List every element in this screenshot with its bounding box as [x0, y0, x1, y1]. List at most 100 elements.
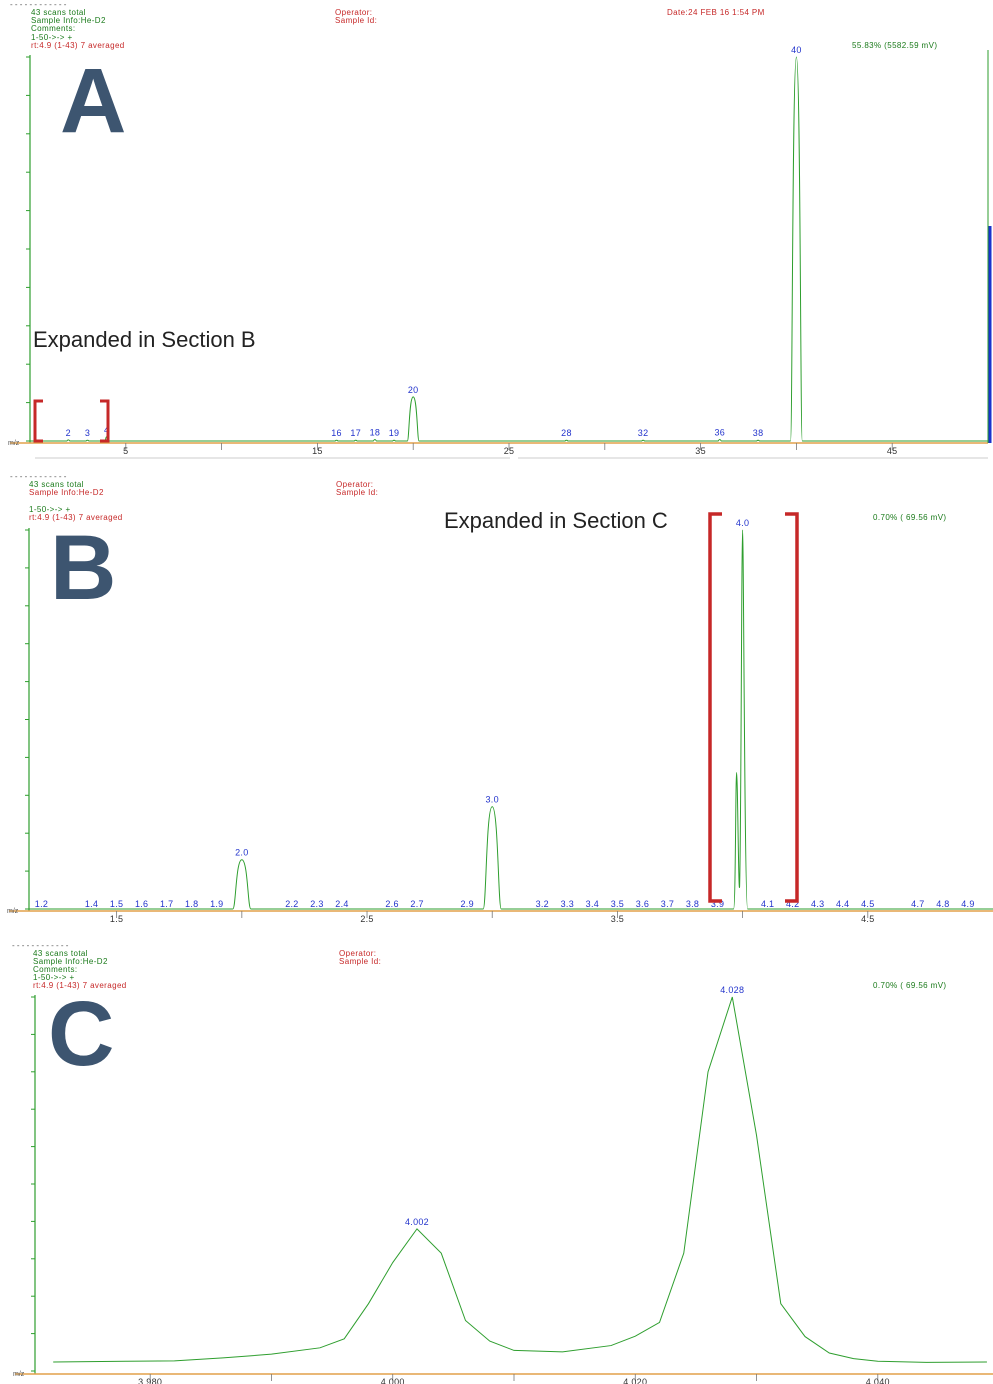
peak-label: 32 — [638, 428, 649, 438]
expansion-bracket-right — [785, 512, 799, 903]
x-tick-label: 4.000 — [381, 1377, 405, 1384]
panel-c: - - - - - - - - - - - - 43 scans total S… — [0, 938, 993, 1384]
peak-label: 3.0 — [486, 795, 499, 805]
peak-label: 4.0 — [736, 518, 749, 528]
peak-label: 4.5 — [861, 899, 874, 909]
spectrum-trace — [29, 529, 993, 910]
peak-label: 1.4 — [85, 899, 98, 909]
expansion-bracket-left — [33, 399, 43, 443]
scans-total: 43 scans total — [31, 8, 86, 17]
peak-label: 3.5 — [611, 899, 624, 909]
date-label: Date:24 FEB 16 1:54 PM — [667, 8, 765, 17]
x-tick-label: 2.5 — [360, 914, 373, 924]
panel-letter: B — [50, 517, 117, 619]
peak-label: 4.8 — [936, 899, 949, 909]
peak-label: 2.7 — [410, 899, 423, 909]
peak-label: 4.4 — [836, 899, 849, 909]
peak-label: 3.2 — [536, 899, 549, 909]
sample-id-label: Sample Id: — [335, 16, 378, 25]
x-tick-label: 15 — [312, 446, 323, 456]
intensity-scale: 0.70% ( 69.56 mV) — [873, 513, 947, 522]
x-tick-label: 1.5 — [110, 914, 123, 924]
peak-label: 4.9 — [961, 899, 974, 909]
sample-info: Sample Info:He-D2 — [33, 957, 108, 966]
peak-label: 4.2 — [786, 899, 799, 909]
peak-label: 2.3 — [310, 899, 323, 909]
callout-label: Expanded in Section C — [444, 508, 668, 533]
rt-averaged: rt:4.9 (1-43) 7 averaged — [29, 513, 123, 522]
x-tick-label: 25 — [504, 446, 515, 456]
peak-label: 2.9 — [460, 899, 473, 909]
scan-range: 1-50->-> + — [29, 505, 71, 514]
peak-label: 3.4 — [586, 899, 599, 909]
chart-b-plot: m/z 1.5 2.5 3.5 4.5 1.2 1.4 1.5 1.6 1.7 1.8 1.9 2.0 2… — [7, 512, 993, 924]
peak-label: 2.0 — [235, 848, 248, 858]
peak-label: 4 — [104, 425, 109, 435]
x-tick-label: 45 — [887, 446, 898, 456]
peak-label: 1.9 — [210, 899, 223, 909]
peak-label: 2.2 — [285, 899, 298, 909]
spectrum-trace — [30, 56, 988, 442]
intensity-scale: 55.83% (5582.59 mV) — [852, 41, 938, 50]
x-tick-label: 3.980 — [138, 1377, 162, 1384]
scan-range: 1-50->-> + — [31, 33, 73, 42]
peak-label: 1.8 — [185, 899, 198, 909]
x-axis-label: m/z — [8, 440, 20, 447]
peak-label: 3.8 — [686, 899, 699, 909]
peak-label: 3 — [85, 428, 90, 438]
panel-letter: A — [60, 50, 127, 152]
peak-label: 2.6 — [385, 899, 398, 909]
scan-range: 1-50->-> + — [33, 973, 75, 982]
peak-label: 17 — [350, 428, 361, 438]
scans-total: 43 scans total — [29, 480, 84, 489]
comments-label: Comments: — [33, 965, 78, 974]
x-tick-label: 35 — [695, 446, 706, 456]
peak-label: 4.7 — [911, 899, 924, 909]
panel-a: - - - - - - - - - - - - 43 scans total S… — [0, 0, 993, 470]
panel-letter: C — [48, 983, 115, 1085]
header-dash: - - - - - - - - - - - - — [12, 941, 69, 950]
peak-label: 19 — [389, 428, 400, 438]
sample-info: Sample Info:He-D2 — [31, 16, 106, 25]
peak-label: 3.6 — [636, 899, 649, 909]
expansion-bracket-left — [708, 512, 722, 903]
sample-info: Sample Info:He-D2 — [29, 488, 104, 497]
peak-label: 1.6 — [135, 899, 148, 909]
x-tick-label: 4.5 — [861, 914, 874, 924]
peak-label: 3.3 — [561, 899, 574, 909]
chart-a-plot: m/z 5 15 25 35 45 2 3 4 16 17 18 19 20 28 32 36 38 40 — [8, 45, 992, 459]
peak-label: 28 — [561, 428, 572, 438]
peak-label: 4.028 — [720, 985, 744, 995]
sample-id-label: Sample Id: — [336, 488, 379, 497]
peak-label: 20 — [408, 385, 419, 395]
peak-label: 4.3 — [811, 899, 824, 909]
peak-label: 1.7 — [160, 899, 173, 909]
peak-label: 16 — [331, 428, 342, 438]
peak-label: 1.5 — [110, 899, 123, 909]
header-dash: - - - - - - - - - - - - — [10, 472, 67, 481]
peak-label: 3.7 — [661, 899, 674, 909]
operator-label: Operator: — [339, 949, 377, 958]
chart-c-plot: m/z 3.980 4.000 4.020 4.040 4.002 4.028 — [13, 985, 993, 1384]
x-tick-label: 4.040 — [866, 1377, 890, 1384]
header-dash: - - - - - - - - - - - - — [10, 0, 67, 9]
peak-label: 2.4 — [335, 899, 348, 909]
expansion-bracket-right — [100, 399, 110, 443]
operator-label: Operator: — [335, 8, 373, 17]
x-tick-label: 3.5 — [611, 914, 624, 924]
peak-label: 36 — [714, 427, 725, 437]
peak-label: 4.1 — [761, 899, 774, 909]
peak-label: 2 — [66, 428, 71, 438]
peak-label: 3.9 — [711, 899, 724, 909]
x-axis-label: m/z — [7, 908, 19, 915]
x-tick-label: 4.020 — [623, 1377, 647, 1384]
x-axis-label: m/z — [13, 1371, 25, 1378]
panel-b: - - - - - - - - - - - - 43 scans total S… — [0, 470, 993, 938]
peak-label: 18 — [370, 427, 381, 437]
peak-label: 1.2 — [35, 899, 48, 909]
callout-label: Expanded in Section B — [33, 327, 256, 352]
x-tick-label: 5 — [123, 446, 128, 456]
peak-label: 4.002 — [405, 1217, 429, 1227]
peak-label: 38 — [753, 428, 764, 438]
operator-label: Operator: — [336, 480, 374, 489]
